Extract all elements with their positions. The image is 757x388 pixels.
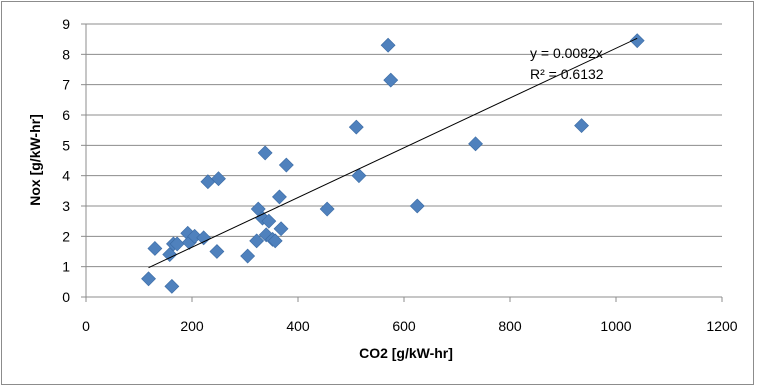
gridlines [86, 23, 722, 268]
y-tick-label-6: 6 [62, 107, 70, 123]
data-point [351, 168, 367, 184]
y-tick-label-9: 9 [62, 16, 70, 32]
data-point [257, 145, 273, 161]
data-point [141, 271, 156, 287]
x-tick-label-600: 600 [392, 318, 416, 334]
data-point [258, 227, 274, 243]
data-point [409, 198, 425, 214]
y-tick-labels: 0 1 2 3 4 5 6 7 8 9 [62, 16, 70, 305]
data-point [169, 236, 185, 252]
trendline [148, 37, 638, 269]
y-tick-label-0: 0 [62, 289, 70, 305]
x-axis-label: CO2 [g/kW-hr] [359, 345, 453, 361]
y-tick-label-8: 8 [62, 46, 70, 62]
x-tick-label-0: 0 [82, 318, 90, 334]
data-points [141, 33, 645, 294]
trendline-equation: y = 0.0082x [530, 45, 603, 61]
data-point [147, 241, 163, 256]
y-tick-label-2: 2 [62, 228, 70, 244]
data-point [187, 228, 203, 244]
data-point [383, 72, 399, 88]
data-point [164, 278, 180, 294]
data-point [211, 171, 226, 187]
x-tick-labels: 0 200 400 600 800 1000 1200 [82, 318, 738, 334]
data-point [200, 174, 216, 190]
x-tick-label-1000: 1000 [600, 318, 631, 334]
y-tick-label-5: 5 [62, 137, 70, 153]
data-point [273, 221, 289, 237]
data-point [629, 33, 645, 49]
data-point [380, 37, 396, 53]
data-point [261, 213, 277, 229]
axes [81, 23, 723, 302]
trendline-r-squared: R² = 0.6132 [530, 66, 604, 82]
data-point [278, 157, 294, 173]
y-tick-label-4: 4 [62, 168, 70, 184]
x-tick-label-400: 400 [286, 318, 310, 334]
x-tick-label-1200: 1200 [706, 318, 737, 334]
data-point [162, 247, 178, 262]
data-point [468, 136, 483, 152]
x-tick-label-200: 200 [180, 318, 204, 334]
data-point [209, 244, 225, 259]
y-tick-label-7: 7 [62, 77, 70, 93]
data-point [574, 118, 589, 134]
y-axis-label: Nox [g/kW-hr] [27, 114, 43, 206]
data-point [319, 201, 335, 217]
data-point [240, 248, 256, 264]
data-point [267, 233, 283, 249]
x-tick-label-800: 800 [498, 318, 522, 334]
trendline-line [148, 37, 638, 269]
y-tick-label-3: 3 [62, 198, 70, 214]
data-point [249, 233, 265, 249]
data-point [272, 189, 287, 205]
y-tick-label-1: 1 [62, 259, 70, 275]
data-point [348, 119, 364, 135]
data-point [196, 230, 212, 246]
